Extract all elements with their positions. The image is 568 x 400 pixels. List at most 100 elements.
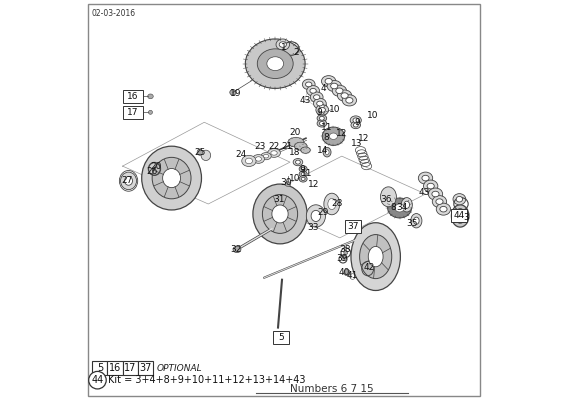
Ellipse shape — [395, 204, 404, 212]
FancyBboxPatch shape — [137, 362, 153, 375]
Text: 40: 40 — [338, 268, 349, 278]
Text: 39: 39 — [336, 254, 348, 264]
Ellipse shape — [456, 196, 462, 202]
FancyBboxPatch shape — [107, 362, 123, 375]
Ellipse shape — [404, 201, 410, 208]
Ellipse shape — [245, 158, 253, 164]
Ellipse shape — [454, 209, 466, 223]
Ellipse shape — [148, 94, 153, 99]
Ellipse shape — [299, 166, 307, 172]
Text: 9: 9 — [355, 118, 361, 127]
Ellipse shape — [267, 57, 283, 70]
Ellipse shape — [152, 157, 191, 199]
Text: 4: 4 — [321, 84, 327, 93]
FancyBboxPatch shape — [273, 331, 289, 344]
Ellipse shape — [314, 95, 320, 100]
FancyBboxPatch shape — [452, 209, 467, 222]
Ellipse shape — [301, 172, 305, 176]
Ellipse shape — [337, 90, 352, 101]
Text: 11: 11 — [302, 169, 313, 178]
Text: Kit = 3+4+8+9+10+11+12+13+14+43: Kit = 3+4+8+9+10+11+12+13+14+43 — [108, 375, 306, 385]
Text: 10: 10 — [290, 174, 301, 182]
Ellipse shape — [387, 198, 412, 218]
Ellipse shape — [336, 88, 343, 94]
Text: 18: 18 — [289, 148, 300, 157]
Ellipse shape — [141, 146, 202, 210]
Text: 37: 37 — [139, 363, 152, 373]
Ellipse shape — [353, 118, 358, 123]
FancyBboxPatch shape — [123, 90, 143, 103]
Ellipse shape — [453, 194, 466, 205]
Ellipse shape — [427, 183, 435, 189]
Ellipse shape — [360, 234, 392, 279]
Text: 24: 24 — [236, 150, 247, 159]
Text: 3: 3 — [463, 214, 469, 222]
Text: 37: 37 — [347, 222, 358, 231]
FancyBboxPatch shape — [92, 362, 107, 375]
Ellipse shape — [452, 205, 469, 227]
Ellipse shape — [272, 205, 288, 223]
Ellipse shape — [299, 171, 307, 177]
Ellipse shape — [279, 42, 286, 47]
Ellipse shape — [245, 39, 305, 88]
Ellipse shape — [332, 85, 346, 96]
Ellipse shape — [301, 167, 305, 170]
Text: 25: 25 — [195, 148, 206, 158]
Ellipse shape — [300, 147, 310, 153]
Text: 30: 30 — [280, 178, 291, 187]
Ellipse shape — [436, 203, 450, 215]
Ellipse shape — [401, 198, 412, 212]
Text: Numbers 6 7 15: Numbers 6 7 15 — [290, 384, 374, 394]
Text: 27: 27 — [121, 176, 132, 185]
Ellipse shape — [322, 127, 345, 145]
Ellipse shape — [268, 148, 281, 157]
Text: 20: 20 — [289, 128, 300, 137]
Ellipse shape — [418, 172, 433, 184]
Ellipse shape — [293, 158, 303, 166]
Text: 23: 23 — [254, 142, 266, 152]
Circle shape — [89, 372, 106, 389]
Ellipse shape — [264, 154, 269, 158]
Text: 42: 42 — [364, 263, 375, 272]
Ellipse shape — [233, 246, 241, 253]
Text: 9: 9 — [299, 165, 305, 174]
Text: 31: 31 — [273, 195, 285, 204]
Text: 16: 16 — [109, 363, 121, 373]
Text: 12: 12 — [358, 134, 369, 143]
Ellipse shape — [288, 138, 304, 147]
Ellipse shape — [328, 198, 336, 210]
Text: 10: 10 — [367, 111, 378, 120]
Text: 28: 28 — [331, 200, 343, 208]
Ellipse shape — [307, 86, 319, 96]
Text: 11: 11 — [320, 123, 332, 132]
FancyBboxPatch shape — [123, 106, 143, 119]
Text: 1: 1 — [281, 43, 287, 52]
Text: 8: 8 — [323, 132, 329, 142]
Text: 02-03-2016: 02-03-2016 — [92, 10, 136, 18]
Ellipse shape — [257, 49, 293, 78]
Ellipse shape — [321, 76, 336, 87]
Ellipse shape — [422, 175, 429, 181]
Ellipse shape — [310, 92, 323, 102]
Ellipse shape — [201, 150, 211, 160]
Text: 43: 43 — [299, 96, 311, 105]
Ellipse shape — [253, 154, 265, 163]
Text: 32: 32 — [231, 245, 242, 254]
Ellipse shape — [230, 90, 236, 95]
Ellipse shape — [344, 269, 350, 276]
Text: 38: 38 — [339, 245, 350, 254]
Ellipse shape — [414, 217, 419, 224]
Text: OPTIONAL: OPTIONAL — [156, 364, 202, 373]
Ellipse shape — [325, 150, 329, 154]
Ellipse shape — [299, 176, 307, 182]
Ellipse shape — [120, 172, 136, 190]
Ellipse shape — [368, 246, 383, 267]
Ellipse shape — [432, 191, 439, 197]
Text: 44: 44 — [91, 375, 103, 385]
Text: 26: 26 — [147, 167, 158, 176]
Ellipse shape — [314, 98, 326, 109]
Ellipse shape — [327, 80, 341, 92]
Ellipse shape — [317, 101, 323, 106]
Ellipse shape — [256, 157, 261, 161]
Ellipse shape — [331, 83, 338, 89]
